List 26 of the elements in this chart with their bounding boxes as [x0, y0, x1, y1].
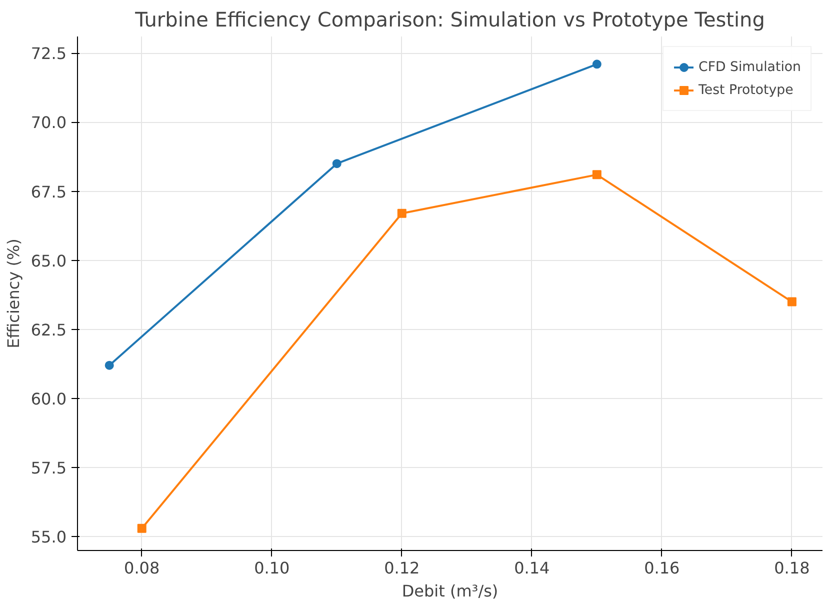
point	[397, 208, 406, 218]
y-tick-label: 67.5	[30, 182, 66, 202]
x-tick-label: 0.08	[124, 558, 160, 578]
legend-label: Test Prototype	[698, 82, 794, 98]
x-tick-label: 0.14	[514, 558, 550, 578]
x-tick-label: 0.18	[774, 558, 810, 578]
legend-label: CFD Simulation	[698, 60, 801, 74]
y-tick-label: 57.5	[30, 458, 66, 478]
y-tick-label: 72.5	[30, 44, 66, 64]
y-tick-label: 60.0	[30, 390, 66, 409]
y-tick-label: 70.0	[30, 113, 66, 132]
x-tick-label: 0.16	[644, 558, 680, 578]
point	[104, 360, 114, 370]
y-tick-label: 55.0	[30, 528, 66, 547]
point	[592, 60, 602, 69]
x-tick-label: 0.10	[254, 558, 290, 578]
point	[787, 297, 796, 306]
chart-title: Turbine Efficiency Comparison: Simulation vs Prototype Testing	[134, 8, 765, 32]
point	[592, 170, 602, 180]
y-tick-label: 65.0	[30, 251, 66, 270]
point	[332, 159, 342, 168]
x-axis-title: Debit (m³/s)	[402, 582, 498, 600]
y-tick-label: 62.5	[30, 320, 66, 340]
point	[137, 524, 146, 533]
y-axis-title: Efficiency (%)	[4, 238, 23, 348]
x-tick-label: 0.12	[384, 558, 420, 578]
